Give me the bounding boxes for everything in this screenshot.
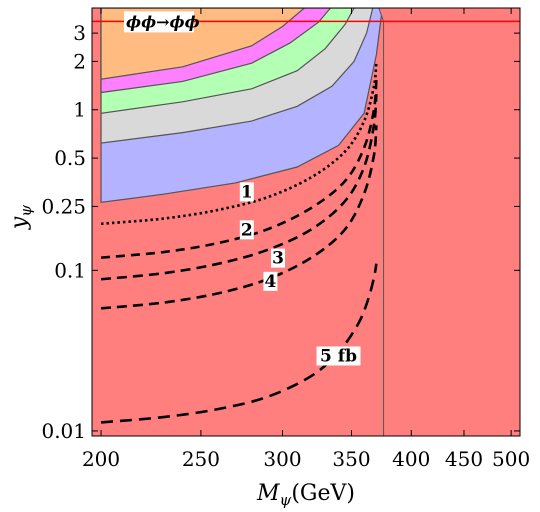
y-tick-label-0: 0.01 [41, 419, 86, 443]
contour-label-2: 2 [241, 220, 253, 240]
x-axis-title-unit: (GeV) [291, 481, 355, 506]
regions-layer [92, 8, 520, 436]
plot-frame [91, 7, 521, 437]
x-tick-label-2: 300 [263, 447, 301, 471]
x-axis-title: Mψ(GeV) [256, 481, 355, 509]
contour-label-1: 1 [241, 182, 253, 202]
contour-label-4: 4 [264, 272, 276, 292]
y-tick-label-1: 0.1 [54, 258, 86, 282]
contour-1 [100, 61, 378, 226]
y-tick-label-5: 2 [73, 49, 86, 73]
y-axis-title: yψ [7, 205, 35, 230]
contour-label-bg-5 [316, 346, 361, 366]
contour-label-bg-3 [271, 248, 286, 268]
excluded-right-column [383, 8, 520, 436]
contour-label-5: 5 fb [320, 346, 357, 366]
x-axis-title-sub: ψ [280, 491, 292, 509]
y-tick-label-3: 0.5 [54, 146, 86, 170]
x-tick-label-6: 500 [492, 447, 530, 471]
y-axis-title-sub: ψ [17, 205, 35, 217]
contour-label-bg-4 [263, 271, 278, 291]
x-tick-label-0: 200 [82, 447, 120, 471]
x-axis-title-main: M [256, 481, 280, 506]
y-tick-label-6: 3 [73, 21, 86, 45]
y-tick-label-2: 0.25 [41, 194, 86, 218]
contour-label-3: 3 [272, 249, 284, 269]
x-tick-label-3: 350 [332, 447, 370, 471]
y-tick-label-4: 1 [73, 98, 86, 122]
x-tick-label-5: 450 [445, 447, 483, 471]
x-tick-label-1: 250 [182, 447, 220, 471]
contour-2 [100, 79, 378, 259]
contour-label-bg-2 [239, 220, 254, 240]
process-label: ϕϕ→ϕϕ [126, 12, 200, 31]
contour-label-bg-1 [239, 182, 254, 202]
process-label-background [124, 11, 194, 33]
y-axis-title-main: y [7, 216, 32, 230]
x-tick-label-4: 400 [392, 447, 430, 471]
